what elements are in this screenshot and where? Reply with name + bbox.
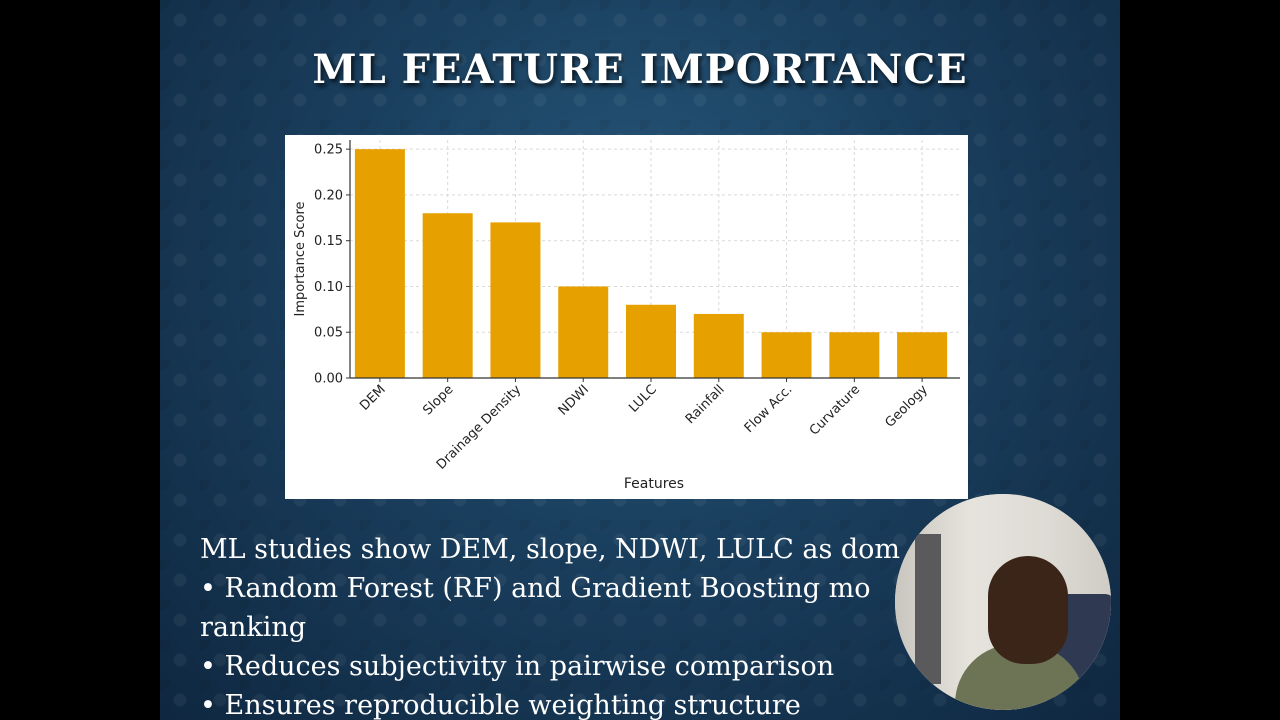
bar-rainfall [693,313,744,378]
y-tick-label: 0.15 [314,234,343,249]
bar-slope [422,213,473,378]
webcam-door [915,534,941,684]
y-tick-label: 0.10 [314,280,343,295]
y-tick-label: 0.00 [314,372,343,387]
presentation-slide: ML FEATURE IMPORTANCE 0.00 0.05 0.10 0.15 0.… [160,0,1120,720]
x-tick-label: DEM [357,382,388,413]
x-tick-label: Rainfall [683,382,728,427]
y-axis-title: Importance Score [293,201,308,316]
bar-dem [354,149,405,378]
x-tick-label: LULC [626,382,660,416]
bullet-item: ML studies show DEM, slope, NDWI, LULC a… [200,534,901,565]
x-tick-label: Curvature [807,382,863,438]
bullet-item: • Random Forest (RF) and Gradient Boosti… [200,573,871,604]
y-tick-label: 0.25 [314,143,343,158]
bar-drainage-density [490,222,541,378]
x-tick-label: Flow Acc. [742,382,796,436]
presenter-head [988,556,1068,664]
x-axis-title: Features [624,476,684,492]
presenter-webcam [895,494,1111,710]
y-tick-label: 0.20 [314,188,343,203]
slide-title: ML FEATURE IMPORTANCE [312,46,968,93]
bullet-list: ML studies show DEM, slope, NDWI, LULC a… [200,530,1100,720]
bar-flow-acc- [761,332,812,378]
x-tick-label: NDWI [556,382,592,418]
y-tick-label: 0.05 [314,326,343,341]
bar-curvature [829,332,880,378]
bullet-item: ranking [200,612,307,643]
x-tick-label: Geology [882,382,931,431]
feature-importance-chart: 0.00 0.05 0.10 0.15 0.20 0.25 DEM Slope Drainage… [285,135,968,499]
bar-lulc [626,304,676,378]
bullet-item: • Reduces subjectivity in pairwise compa… [200,651,835,682]
bullet-item: • Ensures reproducible weighting structu… [200,690,801,720]
bar-geology [897,332,948,378]
x-tick-label: Slope [420,382,456,418]
bar-ndwi [558,286,609,378]
